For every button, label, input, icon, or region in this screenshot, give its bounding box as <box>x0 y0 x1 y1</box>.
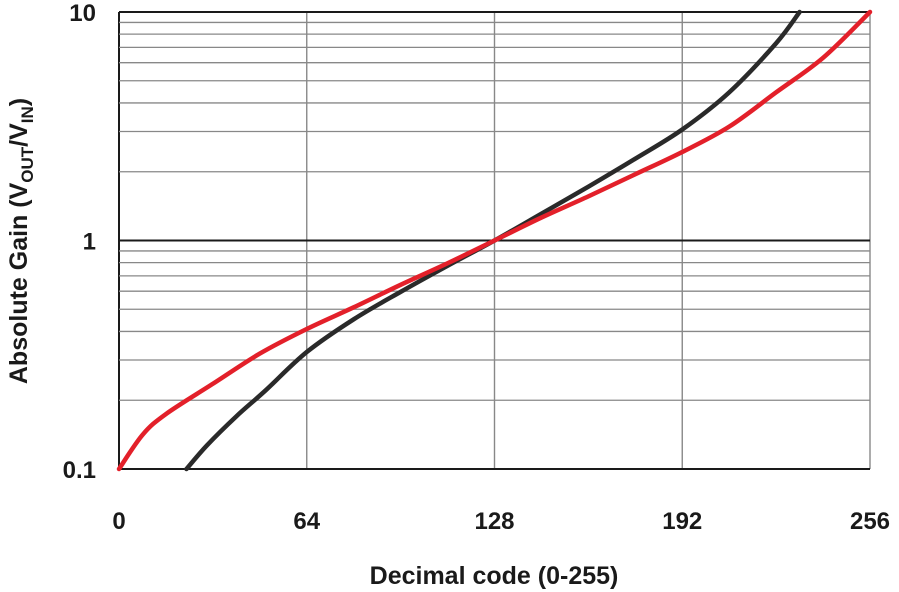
x-tick-label: 64 <box>293 508 320 535</box>
series-lines <box>116 9 873 472</box>
x-tick-label: 192 <box>662 508 702 535</box>
tick-labels: 0 64 128 192 256 0.1 1 10 <box>63 0 890 535</box>
x-tick-label: 256 <box>850 508 890 535</box>
y-tick-label: 1 <box>83 229 96 256</box>
y-tick-label: 0.1 <box>63 457 96 484</box>
y-axis-title: Absolute Gain (VOUT/VIN) <box>5 98 37 384</box>
x-axis-title: Decimal code (0-255) <box>370 562 619 590</box>
series-line-2 <box>116 9 873 472</box>
x-tick-label: 0 <box>112 508 125 535</box>
x-tick-label: 128 <box>474 508 514 535</box>
y-tick-label: 10 <box>69 0 96 27</box>
grid-lines <box>118 11 871 470</box>
